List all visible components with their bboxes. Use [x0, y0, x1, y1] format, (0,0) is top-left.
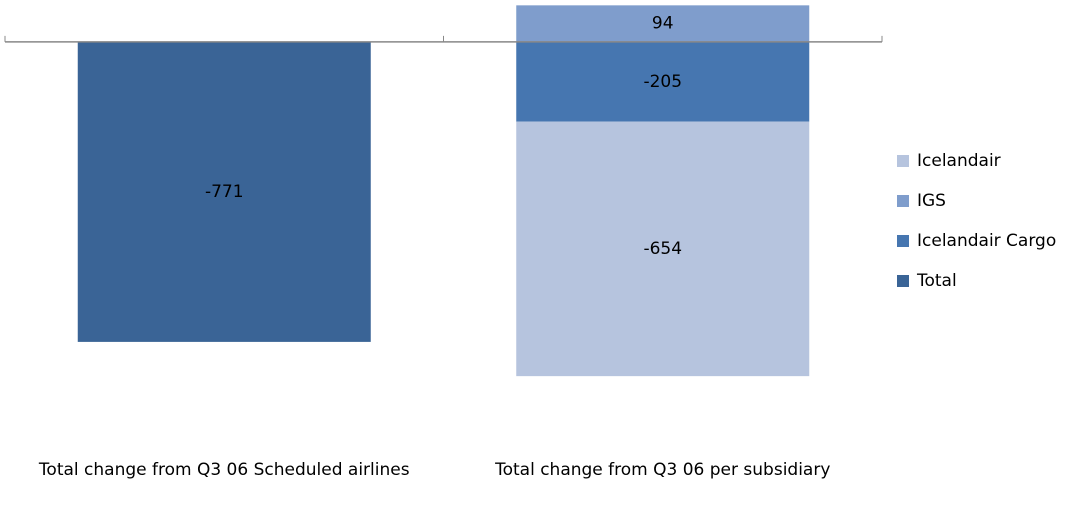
bar-segment [77, 41, 371, 342]
bar-segment [516, 121, 810, 377]
data-label: -205 [643, 72, 682, 92]
data-label: 94 [652, 14, 674, 34]
x-tick-label: Total change from Q3 06 per subsidiary [495, 460, 831, 480]
bar-segment [516, 41, 810, 122]
legend-swatch [897, 235, 909, 247]
legend-swatch [897, 195, 909, 207]
legend-label: Icelandair Cargo [917, 231, 1056, 251]
bar-segment [516, 5, 810, 42]
legend-swatch [897, 275, 909, 287]
legend-swatch [897, 155, 909, 167]
legend-label: IGS [917, 191, 946, 211]
data-label: -771 [205, 182, 244, 202]
data-label: -654 [643, 239, 682, 259]
legend-label: Icelandair [917, 151, 1001, 171]
legend-label: Total [916, 271, 957, 291]
x-tick-label: Total change from Q3 06 Scheduled airlin… [38, 460, 410, 480]
